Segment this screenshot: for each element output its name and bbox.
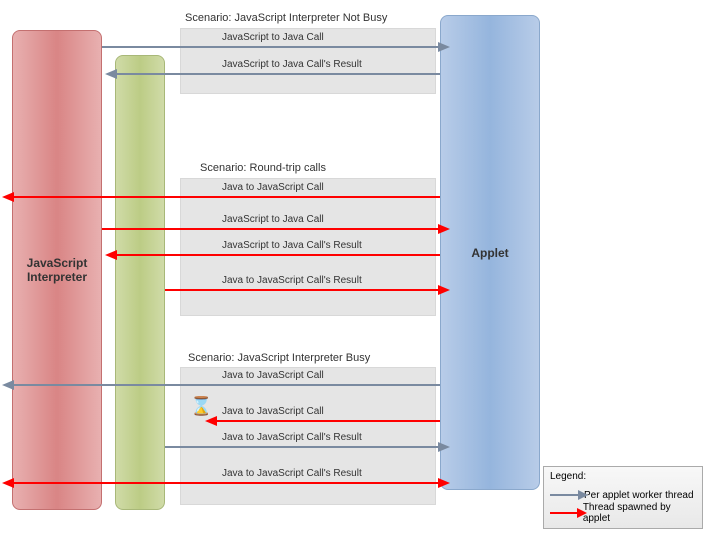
scenario-title: Scenario: JavaScript Interpreter Not Bus… [185, 12, 387, 24]
call-label: JavaScript to Java Call's Result [222, 59, 362, 70]
arrowhead-icon [438, 285, 450, 295]
arrowhead-icon [105, 69, 117, 79]
arrowhead-icon [2, 192, 14, 202]
hourglass-icon: ⌛ [190, 396, 212, 417]
js-interpreter-column: JavaScriptInterpreter [12, 30, 102, 510]
call-arrow [12, 482, 440, 484]
arrow-icon [550, 494, 580, 496]
call-label: JavaScript to Java Call [222, 214, 324, 225]
arrowhead-icon [438, 478, 450, 488]
scenario-title: Scenario: Round-trip calls [200, 162, 326, 174]
call-arrow [165, 289, 440, 291]
call-label: JavaScript to Java Call's Result [222, 240, 362, 251]
call-label: Java to JavaScript Call's Result [222, 468, 362, 479]
call-arrow [165, 446, 440, 448]
call-label: Java to JavaScript Call's Result [222, 432, 362, 443]
legend-row: Thread spawned by applet [550, 504, 696, 522]
js-interpreter-label: JavaScriptInterpreter [27, 256, 88, 284]
arrowhead-icon [438, 442, 450, 452]
legend-title: Legend: [550, 471, 696, 482]
call-arrow [12, 384, 440, 386]
arrowhead-icon [105, 250, 117, 260]
call-arrow [115, 73, 440, 75]
call-label: Java to JavaScript Call [222, 182, 324, 193]
legend-text: Per applet worker thread [584, 490, 694, 501]
call-arrow [215, 420, 440, 422]
arrowhead-icon [2, 380, 14, 390]
arrowhead-icon [205, 416, 217, 426]
scenario-title: Scenario: JavaScript Interpreter Busy [188, 352, 370, 364]
arrow-icon [550, 512, 579, 514]
call-label: Java to JavaScript Call [222, 370, 324, 381]
legend: Legend: Per applet worker thread Thread … [543, 466, 703, 529]
arrowhead-icon [2, 478, 14, 488]
applet-label: Applet [471, 246, 508, 260]
call-arrow [115, 254, 440, 256]
call-label: JavaScript to Java Call [222, 32, 324, 43]
call-label: Java to JavaScript Call [222, 406, 324, 417]
arrowhead-icon [438, 224, 450, 234]
legend-text: Thread spawned by applet [583, 502, 696, 524]
call-arrow [12, 196, 440, 198]
arrowhead-icon [438, 42, 450, 52]
call-label: Java to JavaScript Call's Result [222, 275, 362, 286]
plugin-column [115, 55, 165, 510]
applet-column: Applet [440, 15, 540, 490]
call-arrow [102, 228, 440, 230]
call-arrow [102, 46, 440, 48]
